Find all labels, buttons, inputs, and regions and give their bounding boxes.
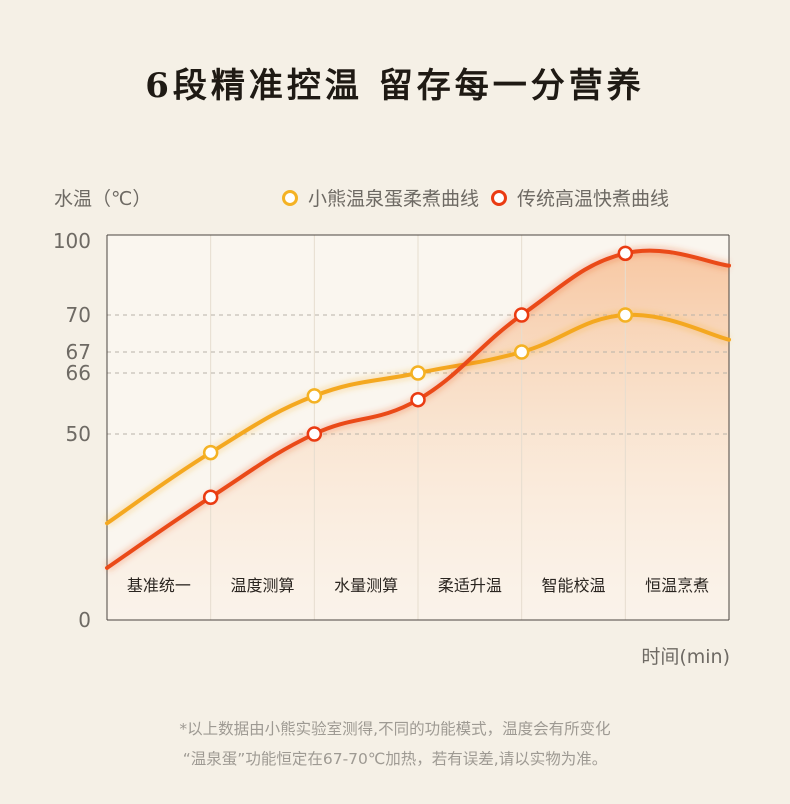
legend-label-traditional: 传统高温快煮曲线 bbox=[517, 188, 670, 210]
legend-item-gentle: 小熊温泉蛋柔煮曲线 bbox=[282, 184, 479, 211]
footnote-line-2: “温泉蛋”功能恒定在67-70℃加热，若有误差,请以实物为准。 bbox=[182, 750, 608, 768]
footnote: *以上数据由小熊实验室测得,不同的功能模式，温度会有所变化 “温泉蛋”功能恒定在… bbox=[0, 714, 790, 774]
legend-marker-yellow-icon bbox=[282, 189, 298, 206]
series-0-point bbox=[202, 444, 219, 461]
series-1-point bbox=[306, 426, 323, 442]
y-tick-label: 0 bbox=[78, 608, 91, 632]
x-axis-label: 时间(min) bbox=[641, 646, 730, 668]
series-1-point bbox=[513, 307, 530, 323]
page-title: 6段精准控温 留存每一分营养 bbox=[145, 66, 645, 106]
y-tick-label: 70 bbox=[66, 303, 91, 327]
y-tick-label: 66 bbox=[66, 361, 91, 385]
series-0-point bbox=[617, 307, 634, 323]
phase-label: 智能校温 bbox=[541, 576, 605, 595]
phase-label: 基准统一 bbox=[127, 576, 191, 595]
series-0-point bbox=[410, 365, 426, 381]
phase-label: 水量测算 bbox=[334, 576, 398, 595]
phase-label: 柔适升温 bbox=[438, 576, 502, 595]
footnote-line-1: *以上数据由小熊实验室测得,不同的功能模式，温度会有所变化 bbox=[179, 720, 611, 738]
phase-label: 温度测算 bbox=[230, 576, 294, 595]
y-tick-label: 100 bbox=[53, 229, 91, 253]
phase-label: 恒温烹煮 bbox=[645, 576, 709, 595]
legend-label-gentle: 小熊温泉蛋柔煮曲线 bbox=[308, 188, 480, 210]
legend-item-traditional: 传统高温快煮曲线 bbox=[491, 184, 669, 211]
series-0-point bbox=[306, 388, 323, 404]
legend-marker-red-icon bbox=[491, 189, 508, 206]
series-0-point bbox=[513, 344, 530, 360]
y-tick-label: 67 bbox=[66, 340, 91, 364]
series-1-point bbox=[410, 391, 426, 408]
y-axis-label: 水温（℃） bbox=[54, 188, 152, 210]
chart-legend: 小熊温泉蛋柔煮曲线 传统高温快煮曲线 bbox=[282, 184, 681, 211]
y-tick-label: 50 bbox=[66, 422, 91, 446]
series-1-point bbox=[617, 245, 634, 262]
series-1-point bbox=[202, 489, 219, 505]
